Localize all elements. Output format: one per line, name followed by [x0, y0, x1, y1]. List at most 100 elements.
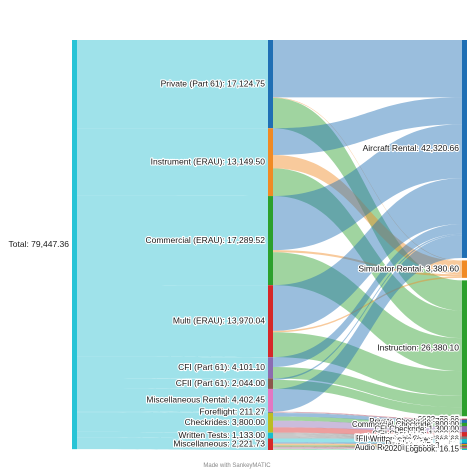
flow-link-total-to-instrument	[77, 128, 268, 196]
node-label-e6b: E6B: 31.24	[420, 443, 459, 452]
flow-link-instrument-to-instruction	[273, 168, 462, 339]
flow-link-total-to-multi	[77, 284, 268, 358]
sankey-links	[77, 40, 462, 450]
node-label-checkrides: Checkrides: 3,800.00	[185, 417, 266, 427]
node-label-comck: Commercial Checkride: 800.00	[352, 420, 460, 429]
flow-link-checkrides-to-pvtck	[273, 413, 462, 424]
flow-link-written-to-foiwr	[273, 435, 462, 439]
node-bar-multi	[268, 285, 273, 358]
flow-link-foreflight-to-y2021	[273, 412, 462, 420]
node-label-fiawr: FIA Written with Shep: 220.00	[356, 434, 460, 443]
flow-link-commercial-to-simulator	[273, 250, 462, 277]
node-label-y2021: 2021: 65.68	[418, 415, 459, 424]
node-label-inswr: Instrument Written: 160.00	[367, 433, 459, 442]
node-label-ipadmini5: iPad Mini 5: 325.63	[392, 441, 459, 450]
flow-link-misc-to-dch10	[273, 442, 462, 445]
node-bar-ipadmini5	[462, 445, 467, 448]
flow-link-multi-to-aircraft	[273, 178, 462, 331]
node-label-aircraft: Aircraft Rental: 42,320.66	[363, 143, 460, 153]
node-label-miscrental: Miscellaneous Rental: 4,402.45	[146, 395, 265, 405]
node-bar-logbook	[462, 448, 467, 450]
node-label-cfi: CFI (Part 61): 4,101.10	[178, 362, 265, 372]
node-label-private: Private (Part 61): 17,124.75	[161, 78, 266, 88]
flow-link-miscrental-to-aircraft	[273, 235, 462, 412]
flow-link-written-to-comwr	[273, 434, 462, 439]
node-label-fiiwr: FII Written with Shep: 210.00	[359, 434, 460, 443]
node-label-ipadmini4: iPad Mini 4: 417.76	[392, 440, 459, 449]
node-label-audio: Audio Recording Cable: 58.17	[355, 443, 459, 452]
flow-link-written-to-pvtwr	[273, 432, 462, 438]
node-bar-private	[268, 40, 273, 129]
flow-link-misc-to-ipadmini5	[273, 445, 462, 448]
sankey-nodes	[72, 40, 467, 450]
node-bar-misc	[268, 438, 273, 450]
flow-link-misc-to-ipadmini4	[273, 443, 462, 447]
node-label-instrument: Instrument (ERAU): 13,149.50	[151, 156, 266, 166]
node-bar-total	[72, 40, 77, 450]
flow-link-instrument-to-aircraft	[273, 97, 462, 156]
flow-link-misc-to-logbook	[273, 448, 462, 450]
node-label-logbook: Logbook: 16.15	[405, 444, 459, 453]
credit-text: Made with SankeyMATIC	[203, 463, 271, 469]
node-bar-simulator	[462, 260, 467, 278]
node-label-cfick: CFI Checkride: 1,300.00	[374, 425, 459, 434]
node-label-misc: Miscellaneous: 2,221.73	[173, 439, 265, 449]
flow-link-private-to-simulator	[273, 97, 462, 262]
flow-link-total-to-cfi	[77, 356, 268, 379]
node-bar-instruction	[462, 280, 467, 417]
node-label-commercial: Commercial (ERAU): 17,289.52	[145, 235, 265, 245]
node-bar-ipadmini4	[462, 443, 467, 447]
flow-link-misc-to-farm	[273, 448, 462, 450]
node-label-farm: 2020 FAR/AIM: 16.91	[384, 444, 459, 453]
node-label-multi: Multi (ERAU): 13,970.04	[173, 315, 265, 325]
node-label-comwr: Commercial Written: 173.00	[363, 433, 460, 442]
flow-link-multi-to-instruction	[273, 332, 462, 396]
node-bar-comck	[462, 422, 467, 427]
flow-link-total-to-misc	[77, 437, 268, 450]
node-bar-cfiick	[462, 432, 467, 438]
flow-link-cfii-to-aircraft	[273, 233, 462, 380]
flow-link-written-to-fiiwr	[273, 437, 462, 440]
sankey-labels: Total: 79,447.36 Private (Part 61): 17,12…	[9, 77, 461, 454]
flow-link-cfii-to-instruction	[273, 379, 462, 417]
node-bar-commercial	[268, 196, 273, 286]
node-label-instruction: Instruction: 26,380.10	[377, 343, 459, 353]
flow-link-private-to-instruction	[273, 97, 462, 311]
node-bar-cfick	[462, 426, 467, 433]
flow-link-checkrides-to-cfick	[273, 420, 462, 433]
node-label-cfiick: CFII Checkride: 1,000.00	[372, 430, 459, 439]
node-label-total: Total: 79,447.36	[9, 239, 70, 249]
node-label-pvtck: Private Checkride: 700.00	[369, 417, 459, 426]
flow-link-total-to-private	[77, 40, 268, 129]
node-label-written: Written Tests: 1,133.00	[178, 430, 265, 440]
node-label-y2022: 2022: 78.92	[418, 415, 459, 424]
flow-link-misc-to-ipadcases	[273, 446, 462, 448]
node-label-foiwr: FOI Written with Shep: 210.00	[355, 433, 460, 442]
flow-link-misc-to-plotter	[273, 447, 462, 450]
flow-link-misc-to-ipadmount	[273, 446, 462, 448]
flow-link-multi-to-simulator	[273, 276, 462, 333]
node-label-ipadmount: iPad Mount: 51.71	[396, 442, 459, 451]
flow-link-total-to-foreflight	[77, 411, 268, 413]
flow-link-misc-to-e6b	[273, 447, 462, 449]
flow-link-checkrides-to-comck	[273, 416, 462, 427]
node-bar-pvtck	[462, 419, 467, 424]
flow-link-written-to-inswr	[273, 433, 462, 438]
node-bar-miscrental	[268, 388, 273, 412]
flow-link-checkrides-to-cfiick	[273, 427, 462, 438]
flow-link-total-to-written	[77, 431, 268, 439]
node-bar-foreflight	[268, 411, 273, 413]
flow-link-written-to-fiawr	[273, 436, 462, 440]
flow-link-cfi-to-instruction	[273, 366, 462, 408]
node-label-simulator: Simulator Rental: 3,380.60	[358, 263, 459, 273]
flow-link-foreflight-to-y2022	[273, 412, 462, 421]
node-bar-checkrides	[268, 413, 273, 433]
flow-link-private-to-aircraft	[273, 40, 462, 98]
flow-link-misc-to-audio	[273, 447, 462, 449]
flow-link-commercial-to-aircraft	[273, 124, 462, 251]
node-label-ipadcases: iPad Cases: 25.00	[395, 442, 459, 451]
flow-link-foreflight-to-y2020	[273, 411, 462, 420]
flow-link-total-to-cfii	[77, 378, 268, 389]
flow-link-total-to-commercial	[77, 195, 268, 286]
